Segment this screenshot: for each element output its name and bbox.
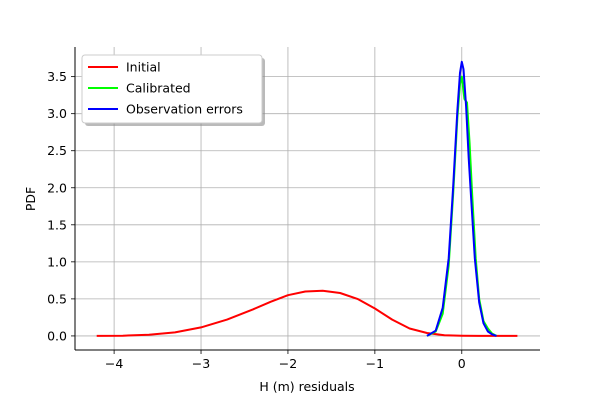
y-tick-label: 3.5 xyxy=(47,69,67,84)
legend-label-calibrated: Calibrated xyxy=(126,81,191,96)
y-tick-label: 0.5 xyxy=(47,291,67,306)
x-tick-label: −1 xyxy=(366,356,384,371)
y-tick-label: 3.0 xyxy=(47,106,67,121)
legend-box xyxy=(81,54,263,124)
x-tick-label: 0 xyxy=(458,356,466,371)
x-tick-label: −3 xyxy=(192,356,210,371)
legend-label-initial: Initial xyxy=(126,60,161,75)
axes xyxy=(74,47,540,351)
x-axis-label: H (m) residuals xyxy=(259,379,354,394)
y-tick-label: 1.0 xyxy=(47,254,67,269)
y-tick-label: 2.5 xyxy=(47,143,67,158)
y-axis-label: PDF xyxy=(23,187,38,211)
legend-label-observation-errors: Observation errors xyxy=(126,102,243,117)
series-line-observation-errors xyxy=(426,60,497,337)
x-tick-label: −2 xyxy=(279,356,297,371)
legend: Initial Calibrated Observation errors xyxy=(81,54,265,126)
y-tick-label: 1.5 xyxy=(47,217,67,232)
grid xyxy=(75,47,540,350)
ticks: −4 −3 −2 −1 0 0.0 0.5 1.0 1.5 2.0 2.5 3.0 3.5 xyxy=(47,69,466,371)
series-lines xyxy=(96,60,518,337)
x-tick-label: −4 xyxy=(105,356,123,371)
y-tick-label: 0.0 xyxy=(47,328,67,343)
y-tick-label: 2.0 xyxy=(47,180,67,195)
series-line-initial xyxy=(96,289,518,337)
